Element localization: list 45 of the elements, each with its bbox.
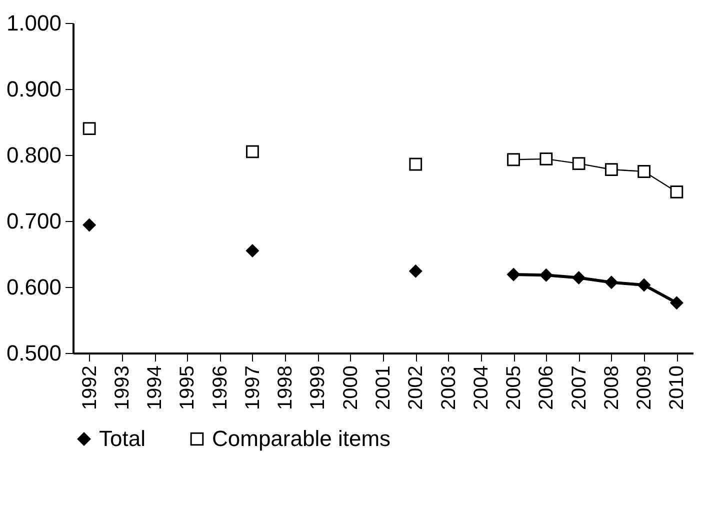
y-tick-label: 1.000 xyxy=(6,10,62,36)
x-tick-label: 2002 xyxy=(405,366,428,410)
x-tick-label: 2007 xyxy=(568,366,590,410)
x-tick-label: 1993 xyxy=(111,366,134,410)
x-tick-label: 2001 xyxy=(372,366,394,410)
point xyxy=(638,165,651,178)
point xyxy=(604,163,618,176)
x-tick-label: 1999 xyxy=(307,366,330,410)
x-tick-label: 1992 xyxy=(78,366,101,410)
point xyxy=(246,244,259,258)
point xyxy=(670,186,684,198)
x-tick-label: 2008 xyxy=(600,366,623,410)
y-tick-label: 0.900 xyxy=(6,76,62,102)
x-tick-label: 1994 xyxy=(144,366,166,410)
point xyxy=(507,268,520,281)
x-tick-label: 2005 xyxy=(503,366,526,410)
point xyxy=(540,152,553,166)
x-tick-label: 2009 xyxy=(634,366,656,410)
x-tick-label: 1998 xyxy=(274,366,297,410)
point xyxy=(540,268,553,282)
legend-label: Total xyxy=(99,426,146,451)
point xyxy=(409,158,422,171)
x-tick-label: 1995 xyxy=(176,366,199,410)
point xyxy=(670,296,684,310)
y-tick-label: 0.700 xyxy=(6,208,62,234)
point xyxy=(572,271,586,284)
y-tick-label: 0.800 xyxy=(6,142,62,168)
y-tick-label: 0.500 xyxy=(6,340,62,366)
x-tick-label: 2010 xyxy=(666,366,688,410)
x-tick-label: 2004 xyxy=(470,366,492,410)
y-tick-label: 0.600 xyxy=(6,274,62,300)
point xyxy=(409,264,422,278)
point xyxy=(82,218,96,232)
x-tick-label: 1996 xyxy=(209,366,232,410)
point xyxy=(638,278,651,292)
point xyxy=(604,276,618,289)
point xyxy=(82,122,96,136)
point xyxy=(246,145,259,158)
point xyxy=(507,153,520,166)
legend-label: Comparable items xyxy=(212,426,391,451)
point xyxy=(572,157,586,170)
x-tick-label: 2006 xyxy=(536,366,558,410)
x-tick-label: 2000 xyxy=(340,366,362,410)
x-tick-label: 2003 xyxy=(438,366,460,410)
x-tick-label: 1997 xyxy=(242,366,264,410)
